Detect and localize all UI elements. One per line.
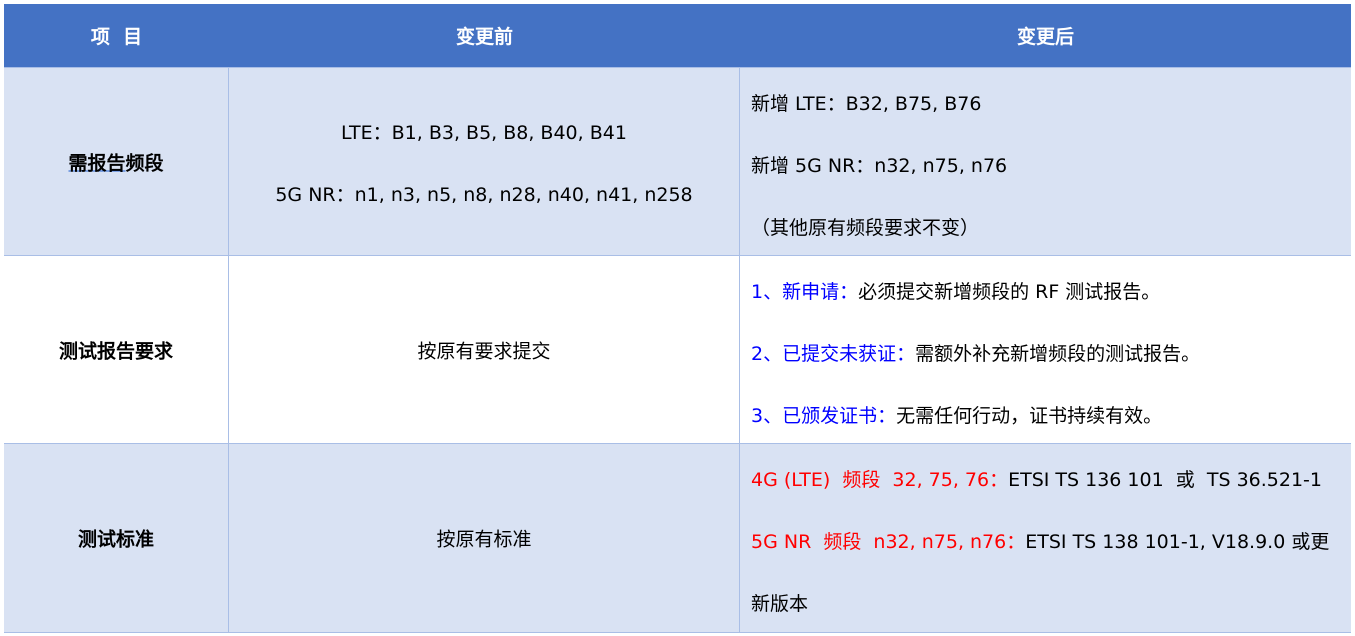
- table-row: 需报告频段 LTE：B1, B3, B5, B8, B40, B41 5G NR…: [4, 67, 1351, 256]
- after-line: 5G NR 频段 n32, n75, n76：ETSI TS 138 101-1…: [751, 527, 1329, 554]
- before-cell: LTE：B1, B3, B5, B8, B40, B41 5G NR：n1, n…: [229, 68, 740, 256]
- header-after: 变更后: [1016, 26, 1074, 48]
- after-line: 新增 LTE：B32, B75, B76: [751, 93, 982, 115]
- before-line: 5G NR：n1, n3, n5, n8, n28, n40, n41, n25…: [275, 184, 693, 206]
- after-line: 4G (LTE) 频段 32, 75, 76：ETSI TS 136 101 或…: [751, 465, 1322, 492]
- line-lead: 3、已颁发证书：: [751, 405, 897, 427]
- line-text: 必须提交新增频段的 RF 测试报告。: [858, 281, 1161, 303]
- item-link[interactable]: 需报告: [68, 152, 126, 175]
- item-label-rest: 频段: [125, 152, 164, 175]
- after-line: 新增 5G NR：n32, n75, n76: [751, 155, 1008, 177]
- line-lead: 2、已提交未获证：: [751, 343, 916, 365]
- item-label: 测试标准: [77, 528, 154, 551]
- line-text: 新版本: [751, 593, 809, 615]
- line-text: ETSI TS 138 101-1, V18.9.0 或更: [1025, 531, 1330, 553]
- line-lead: 5G NR 频段 n32, n75, n76：: [751, 531, 1026, 553]
- before-cell: 按原有标准: [229, 444, 740, 632]
- line-text: 需额外补充新增频段的测试报告。: [915, 343, 1201, 365]
- after-line: 3、已颁发证书：无需任何行动，证书持续有效。: [751, 401, 1162, 428]
- header-item: 项 目: [90, 26, 143, 48]
- item-label: 需报告频段: [4, 149, 228, 176]
- table-row: 测试标准 按原有标准 4G (LTE) 频段 32, 75, 76：ETSI T…: [4, 443, 1351, 633]
- item-label: 测试报告要求: [58, 340, 173, 363]
- after-cell: 4G (LTE) 频段 32, 75, 76：ETSI TS 136 101 或…: [740, 444, 1351, 632]
- after-line: 2、已提交未获证：需额外补充新增频段的测试报告。: [751, 339, 1200, 366]
- before-line: LTE：B1, B3, B5, B8, B40, B41: [341, 122, 627, 144]
- item-cell: 测试报告要求: [4, 256, 229, 444]
- before-cell: 按原有要求提交: [229, 256, 740, 444]
- after-line: 1、新申请：必须提交新增频段的 RF 测试报告。: [751, 277, 1160, 304]
- line-lead: 4G (LTE) 频段 32, 75, 76：: [751, 469, 1009, 491]
- line-lead: 1、新申请：: [751, 281, 859, 303]
- item-cell: 测试标准: [4, 444, 229, 632]
- table-header: 项 目 变更前 变更后: [4, 4, 1351, 67]
- after-line: 新版本: [751, 589, 808, 616]
- table-row: 测试报告要求 按原有要求提交 1、新申请：必须提交新增频段的 RF 测试报告。 …: [4, 255, 1351, 444]
- header-before: 变更前: [455, 26, 513, 48]
- before-text: 按原有要求提交: [417, 340, 551, 363]
- comparison-table: 项 目 变更前 变更后 需报告频段 LTE：B1, B3, B5, B8, B4…: [4, 4, 1351, 633]
- after-cell: 新增 LTE：B32, B75, B76 新增 5G NR：n32, n75, …: [740, 68, 1351, 256]
- line-text: 无需任何行动，证书持续有效。: [896, 405, 1163, 427]
- item-cell: 需报告频段: [4, 68, 229, 256]
- after-line: （其他原有频段要求不变）: [751, 217, 980, 239]
- before-text: 按原有标准: [436, 528, 532, 551]
- line-text: ETSI TS 136 101 或 TS 36.521-1: [1008, 469, 1322, 491]
- after-cell: 1、新申请：必须提交新增频段的 RF 测试报告。 2、已提交未获证：需额外补充新…: [740, 256, 1351, 444]
